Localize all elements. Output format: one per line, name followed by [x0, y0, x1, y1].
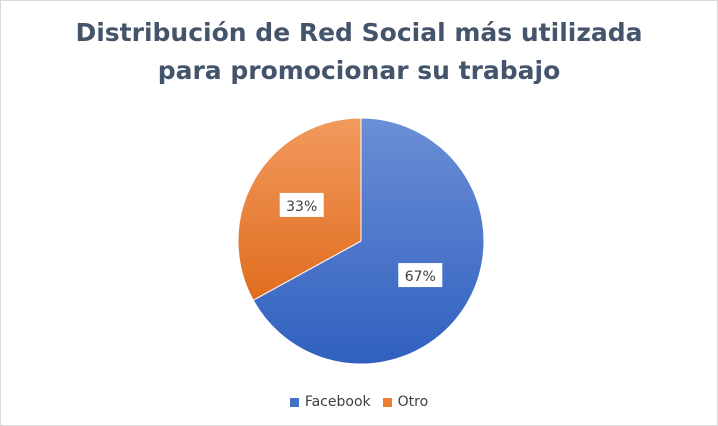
legend-label-otro: Otro — [397, 394, 429, 410]
data-label-facebook: 67% — [398, 263, 443, 288]
legend: Facebook Otro — [0, 394, 718, 410]
pie-slice-facebook — [252, 117, 485, 365]
data-label-box-otro — [279, 192, 324, 217]
legend-item-facebook: Facebook — [289, 394, 371, 410]
data-label-otro: 33% — [279, 192, 324, 217]
legend-swatch-facebook — [289, 397, 299, 407]
data-label-text-facebook: 67% — [405, 269, 436, 285]
chart-title-line-1: Distribución de Red Social más utilizada — [75, 18, 643, 47]
legend-item-otro: Otro — [382, 394, 429, 410]
chart-title: Distribución de Red Social más utilizada… — [0, 14, 718, 90]
data-label-box-facebook — [398, 263, 443, 288]
legend-swatch-otro — [382, 397, 392, 407]
chart-title-line-2: para promocionar su trabajo — [157, 56, 561, 85]
data-label-text-otro: 33% — [286, 199, 317, 215]
legend-label-facebook: Facebook — [304, 394, 371, 410]
